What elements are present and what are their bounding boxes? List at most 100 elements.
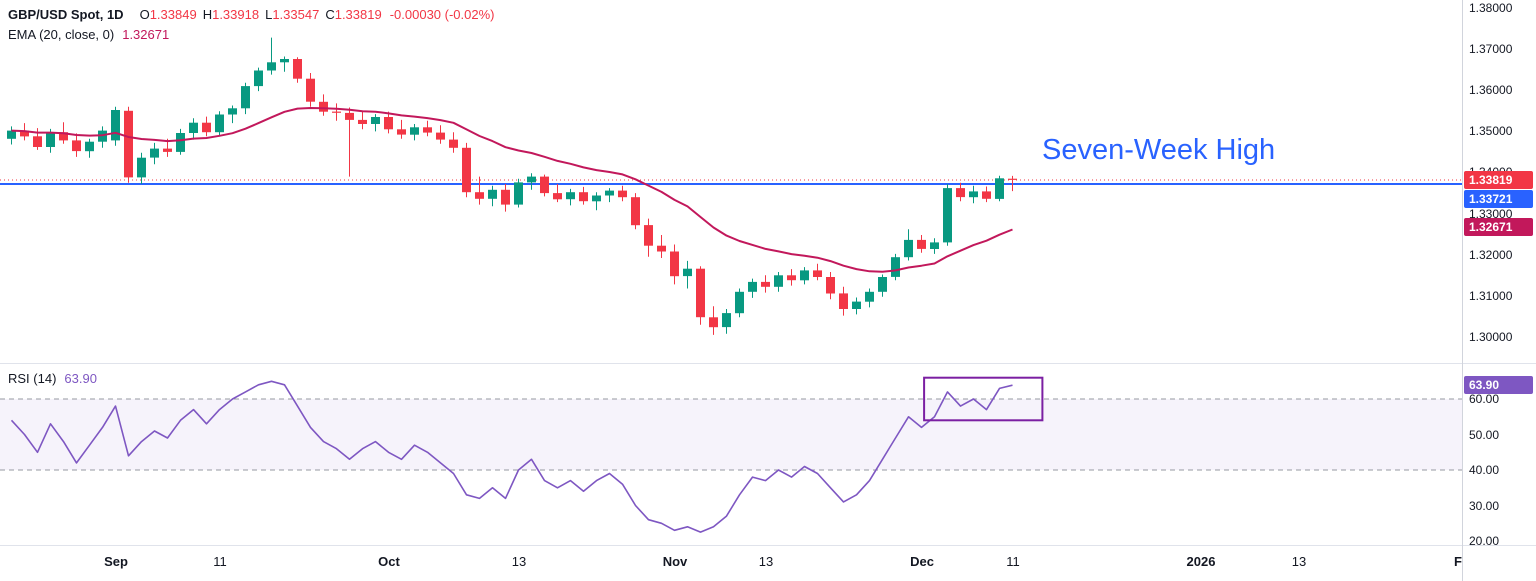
candle-body [176, 133, 185, 152]
price-axis-label: 1.36000 [1469, 83, 1513, 97]
rsi-line [10, 380, 1013, 533]
candle-body [917, 239, 926, 249]
candle-body [475, 192, 484, 199]
candle-body [813, 270, 822, 277]
symbol-legend-row: GBP/USD Spot, 1D O1.33849 H1.33918 L1.33547… [8, 5, 495, 25]
candle-body [865, 291, 874, 302]
ema-value-badge: 1.32671 [1464, 218, 1533, 237]
ema-legend-row: EMA (20, close, 0) 1.32671 [8, 25, 495, 45]
rsi-value-badge: 63.90 [1464, 376, 1533, 395]
price-axis-label: 1.32000 [1469, 248, 1513, 262]
rsi-indicator-title[interactable]: RSI (14) [8, 371, 57, 386]
candle-body [631, 197, 640, 226]
candle-body [7, 130, 16, 139]
open-value: 1.33849 [149, 7, 197, 22]
candle-body [670, 251, 679, 277]
candle-body [579, 192, 588, 202]
candle-body [891, 257, 900, 277]
time-axis-label: F [1454, 554, 1462, 569]
candle-body [371, 117, 380, 124]
candle-body [241, 86, 250, 109]
price-axis-label: 1.35000 [1469, 124, 1513, 138]
ema-indicator-value: 1.32671 [122, 27, 170, 42]
candle-body [592, 195, 601, 202]
time-scale-axis[interactable]: Sep 11 Oct 13 Nov 13 Dec 11 2026 13 F [0, 546, 1536, 581]
candle-body [566, 192, 575, 200]
candle-body [46, 132, 55, 147]
candle-body [306, 78, 315, 102]
candle-body [995, 178, 1004, 199]
price-scale-axis[interactable]: 1.33819 1.33721 1.32671 63.90 1.38000 1.3… [1463, 0, 1536, 581]
candle-body [85, 141, 94, 152]
price-chart-pane[interactable] [0, 0, 1463, 364]
candle-body [397, 129, 406, 135]
price-scale-divider [1462, 0, 1463, 581]
candle-body [683, 268, 692, 277]
candle-body [748, 281, 757, 292]
candle-body [969, 191, 978, 198]
candle-body [1008, 178, 1017, 180]
rsi-band [0, 399, 1463, 470]
candle-body [657, 245, 666, 252]
ema-line [11, 107, 1013, 273]
ema-indicator-title[interactable]: EMA (20, close, 0) [8, 27, 115, 42]
candle-body [553, 193, 562, 200]
seven-week-high-annotation: Seven-Week High [1042, 134, 1276, 166]
candle-body [449, 139, 458, 148]
candle-body [189, 122, 198, 133]
candle-body [800, 270, 809, 281]
time-axis-label: 2026 [1186, 554, 1216, 569]
price-axis-label: 1.30000 [1469, 330, 1513, 344]
rsi-chart-pane[interactable] [0, 364, 1463, 545]
candle-body [618, 190, 627, 198]
pane-divider[interactable] [0, 363, 1536, 364]
candle-body [20, 130, 29, 137]
candle-body [852, 301, 861, 309]
symbol-title[interactable]: GBP/USD Spot, 1D [8, 7, 124, 22]
candle-body [345, 112, 354, 120]
candle-body [124, 110, 133, 178]
rsi-axis-label: 20.00 [1469, 534, 1500, 548]
candle-body [787, 275, 796, 281]
time-axis-label: Oct [378, 554, 400, 569]
candle-body [696, 268, 705, 318]
candle-body [33, 136, 42, 147]
close-label: C [325, 7, 335, 22]
change-value: -0.00030 (-0.02%) [389, 7, 495, 22]
candle-body [111, 110, 120, 141]
candle-body [514, 182, 523, 205]
candle-body [501, 189, 510, 205]
price-axis-label: 1.33000 [1469, 207, 1513, 221]
time-axis-label: Sep [104, 554, 128, 569]
time-axis-label: 13 [1291, 554, 1307, 569]
candle-body [605, 190, 614, 196]
candle-body [72, 140, 81, 152]
candle-body [462, 147, 471, 193]
rsi-highlight-box[interactable] [923, 376, 1044, 422]
candle-body [930, 242, 939, 249]
candle-body [436, 132, 445, 140]
candle-body [267, 62, 276, 71]
candle-body [358, 119, 367, 124]
price-axis-label: 1.38000 [1469, 1, 1513, 15]
candle-body [59, 132, 68, 141]
candle-body [137, 157, 146, 178]
close-value: 1.33819 [334, 7, 382, 22]
candle-body [319, 101, 328, 112]
candle-body [163, 148, 172, 152]
rsi-axis-label: 40.00 [1469, 463, 1500, 477]
time-axis-label: 13 [758, 554, 774, 569]
candle-body [410, 127, 419, 135]
time-axis-label: Dec [910, 554, 934, 569]
candle-body [904, 239, 913, 258]
candle-body [280, 59, 289, 63]
level-line-badge: 1.33721 [1464, 189, 1533, 208]
rsi-axis-label: 60.00 [1469, 392, 1500, 406]
time-axis-label: 13 [511, 554, 527, 569]
candle-body [423, 127, 432, 133]
rsi-axis-label: 30.00 [1469, 499, 1500, 513]
price-axis-label: 1.31000 [1469, 289, 1513, 303]
candle-body [527, 176, 536, 183]
candle-body [150, 148, 159, 158]
low-label: L [265, 7, 273, 22]
